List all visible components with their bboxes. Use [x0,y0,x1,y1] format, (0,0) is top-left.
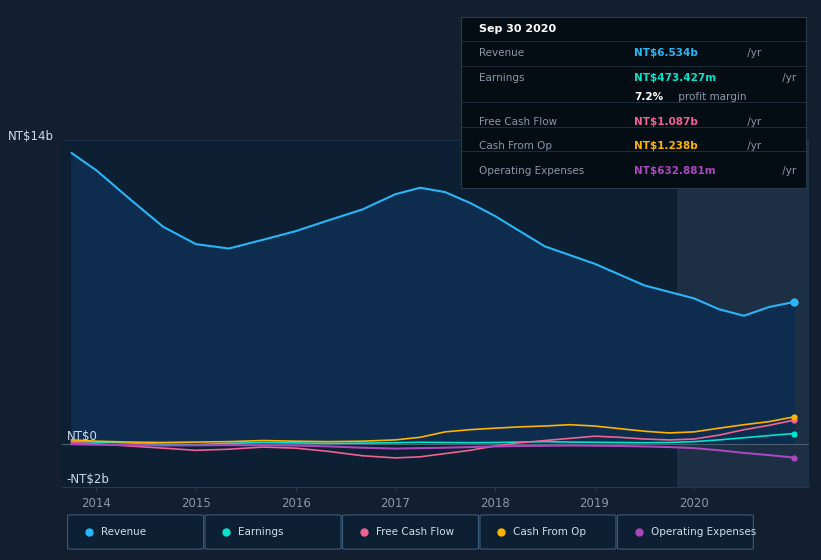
Text: /yr: /yr [744,141,761,151]
FancyBboxPatch shape [342,515,479,549]
Text: Earnings: Earnings [479,73,524,83]
Text: NT$1.087b: NT$1.087b [634,116,698,127]
Text: NT$14b: NT$14b [8,129,54,143]
Text: /yr: /yr [778,73,796,83]
Text: Earnings: Earnings [238,527,284,537]
Text: Free Cash Flow: Free Cash Flow [479,116,557,127]
Text: Cash From Op: Cash From Op [513,527,586,537]
Text: Cash From Op: Cash From Op [479,141,552,151]
Text: 7.2%: 7.2% [634,92,663,102]
Text: /yr: /yr [744,48,761,58]
Text: Operating Expenses: Operating Expenses [479,166,584,175]
Text: NT$632.881m: NT$632.881m [634,166,715,175]
Text: profit margin: profit margin [675,92,746,102]
Text: Sep 30 2020: Sep 30 2020 [479,24,556,34]
Text: NT$1.238b: NT$1.238b [634,141,698,151]
Text: /yr: /yr [744,116,761,127]
Text: NT$0: NT$0 [67,431,98,444]
Text: Revenue: Revenue [101,527,146,537]
Text: NT$6.534b: NT$6.534b [634,48,698,58]
FancyBboxPatch shape [480,515,616,549]
Text: Revenue: Revenue [479,48,524,58]
FancyBboxPatch shape [617,515,754,549]
Text: /yr: /yr [778,166,796,175]
Text: Free Cash Flow: Free Cash Flow [376,527,454,537]
Bar [677,140,809,487]
Text: -NT$2b: -NT$2b [67,473,109,486]
Text: NT$473.427m: NT$473.427m [634,73,716,83]
Text: Operating Expenses: Operating Expenses [651,527,756,537]
FancyBboxPatch shape [67,515,204,549]
FancyBboxPatch shape [205,515,341,549]
